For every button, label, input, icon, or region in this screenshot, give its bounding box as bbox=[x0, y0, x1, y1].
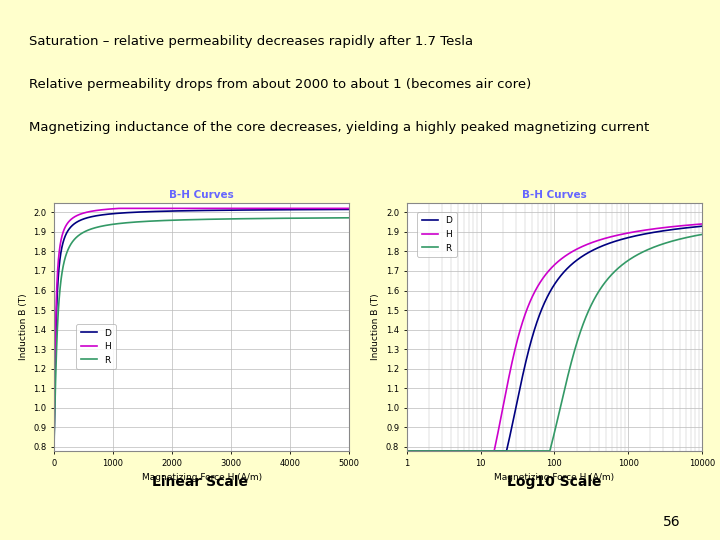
X-axis label: Magnetizing Force H (A/m): Magnetizing Force H (A/m) bbox=[495, 473, 614, 482]
H bbox=[50, 444, 58, 450]
R bbox=[456, 448, 464, 454]
H bbox=[115, 205, 124, 212]
D bbox=[595, 244, 603, 251]
Text: Magnetizing inductance of the core decreases, yielding a highly peaked magnetizi: Magnetizing inductance of the core decre… bbox=[29, 122, 649, 134]
D bbox=[242, 207, 251, 213]
Y-axis label: Induction B (T): Induction B (T) bbox=[372, 293, 380, 360]
H bbox=[270, 205, 279, 212]
R bbox=[270, 215, 279, 221]
R bbox=[402, 448, 411, 454]
Line: D: D bbox=[54, 210, 349, 447]
H bbox=[103, 206, 112, 212]
D bbox=[227, 207, 235, 213]
H bbox=[345, 205, 354, 212]
Text: Log10 Scale: Log10 Scale bbox=[507, 475, 602, 489]
D bbox=[698, 223, 706, 230]
D bbox=[163, 208, 171, 214]
Title: B-H Curves: B-H Curves bbox=[169, 190, 234, 200]
Text: Saturation – relative permeability decreases rapidly after 1.7 Tesla: Saturation – relative permeability decre… bbox=[29, 35, 473, 48]
R bbox=[227, 215, 235, 222]
Line: R: R bbox=[407, 234, 702, 451]
H bbox=[227, 205, 235, 212]
R bbox=[623, 258, 631, 265]
H bbox=[456, 448, 464, 454]
H bbox=[402, 448, 411, 454]
D bbox=[103, 211, 112, 218]
R bbox=[345, 214, 354, 221]
H bbox=[595, 237, 603, 244]
D bbox=[270, 207, 279, 213]
H bbox=[163, 205, 171, 212]
R bbox=[645, 246, 654, 252]
Legend: D, H, R: D, H, R bbox=[417, 212, 456, 257]
Legend: D, H, R: D, H, R bbox=[76, 324, 116, 369]
H bbox=[623, 230, 631, 237]
R bbox=[516, 448, 524, 454]
R bbox=[698, 231, 706, 238]
Line: D: D bbox=[407, 226, 702, 451]
Line: H: H bbox=[407, 224, 702, 451]
Y-axis label: Induction B (T): Induction B (T) bbox=[19, 293, 27, 360]
R bbox=[50, 444, 58, 450]
R bbox=[242, 215, 251, 222]
D bbox=[50, 444, 58, 450]
D bbox=[402, 448, 411, 454]
H bbox=[292, 205, 301, 212]
Line: R: R bbox=[54, 218, 349, 447]
R bbox=[580, 319, 588, 326]
X-axis label: Magnetizing Force H (A/m): Magnetizing Force H (A/m) bbox=[142, 473, 261, 482]
D bbox=[345, 206, 354, 213]
H bbox=[645, 226, 654, 233]
D bbox=[645, 230, 654, 237]
H bbox=[516, 329, 524, 335]
Text: 56: 56 bbox=[663, 516, 680, 530]
D bbox=[580, 252, 588, 259]
Text: Relative permeability drops from about 2000 to about 1 (becomes air core): Relative permeability drops from about 2… bbox=[29, 78, 531, 91]
D bbox=[292, 206, 301, 213]
Text: Linear Scale: Linear Scale bbox=[152, 475, 248, 489]
D bbox=[456, 448, 464, 454]
R bbox=[292, 215, 301, 221]
D bbox=[516, 387, 524, 393]
D bbox=[623, 235, 631, 241]
H bbox=[698, 221, 706, 227]
R bbox=[163, 217, 171, 224]
H bbox=[242, 205, 251, 212]
R bbox=[595, 288, 603, 295]
H bbox=[580, 242, 588, 249]
Line: H: H bbox=[54, 208, 349, 447]
R bbox=[103, 222, 112, 228]
Title: B-H Curves: B-H Curves bbox=[522, 190, 587, 200]
